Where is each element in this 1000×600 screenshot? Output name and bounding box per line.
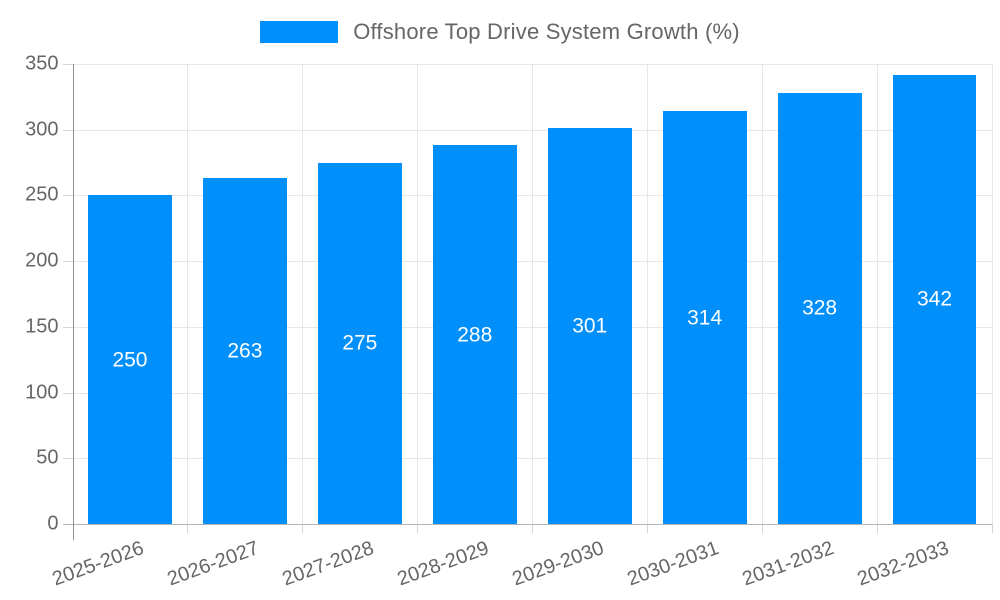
y-tick bbox=[62, 195, 73, 197]
x-tick-label: 2029-2030 bbox=[509, 537, 607, 591]
legend-swatch bbox=[260, 21, 339, 43]
x-tick bbox=[992, 524, 993, 533]
y-tick bbox=[62, 458, 73, 460]
y-tick-label: 300 bbox=[25, 118, 59, 141]
x-gridline bbox=[417, 64, 419, 524]
legend-label: Offshore Top Drive System Growth (%) bbox=[353, 19, 740, 44]
y-tick-label: 0 bbox=[47, 512, 59, 535]
bar bbox=[317, 162, 402, 524]
x-tick-label: 2031-2032 bbox=[739, 537, 837, 591]
x-gridline bbox=[532, 64, 534, 524]
bar-value-label: 288 bbox=[457, 323, 493, 347]
x-tick bbox=[877, 524, 879, 533]
y-tick-label: 100 bbox=[25, 381, 59, 404]
bar-value-label: 314 bbox=[687, 306, 723, 330]
x-tick-label: 2025-2026 bbox=[49, 537, 148, 591]
x-tick-label: 2026-2027 bbox=[164, 537, 263, 591]
x-tick-label: 2030-2031 bbox=[624, 537, 722, 591]
bar bbox=[892, 74, 977, 524]
bar bbox=[88, 195, 172, 524]
y-tick-label: 250 bbox=[25, 184, 59, 207]
bar bbox=[777, 92, 862, 524]
bar-value-label: 263 bbox=[227, 339, 263, 363]
bar-value-label: 328 bbox=[802, 296, 838, 320]
x-tick bbox=[647, 524, 649, 533]
x-tick bbox=[417, 524, 419, 533]
x-tick bbox=[532, 524, 534, 533]
chart-legend[interactable]: Offshore Top Drive System Growth (%) bbox=[0, 19, 1000, 45]
x-axis-line bbox=[62, 524, 992, 525]
x-tick-label: 2032-2033 bbox=[854, 537, 952, 591]
y-tick bbox=[62, 129, 73, 131]
x-gridline bbox=[647, 64, 649, 524]
x-gridline bbox=[187, 64, 189, 524]
bar bbox=[662, 111, 747, 524]
bar-value-label: 275 bbox=[342, 331, 378, 355]
bar bbox=[547, 128, 632, 524]
x-tick bbox=[187, 524, 189, 533]
bar bbox=[202, 178, 287, 524]
y-tick-label: 350 bbox=[25, 52, 59, 75]
y-tick-label: 150 bbox=[25, 315, 59, 338]
y-tick-label: 50 bbox=[36, 446, 59, 469]
x-gridline bbox=[877, 64, 879, 524]
x-tick bbox=[762, 524, 764, 533]
x-gridline bbox=[302, 64, 304, 524]
y-tick bbox=[62, 326, 73, 328]
x-tick-label: 2028-2029 bbox=[394, 537, 492, 591]
bar bbox=[432, 145, 517, 524]
bar-value-label: 342 bbox=[917, 287, 953, 311]
y-tick bbox=[62, 261, 73, 263]
bar-value-label: 250 bbox=[112, 348, 148, 372]
x-tick bbox=[302, 524, 304, 533]
x-gridline bbox=[762, 64, 764, 524]
y-tick bbox=[62, 64, 73, 65]
y-tick bbox=[62, 392, 73, 394]
y-axis-line bbox=[72, 64, 74, 540]
x-gridline bbox=[992, 64, 993, 524]
bar-value-label: 301 bbox=[572, 314, 608, 338]
x-tick-label: 2027-2028 bbox=[279, 537, 378, 591]
y-tick-label: 200 bbox=[25, 249, 59, 272]
